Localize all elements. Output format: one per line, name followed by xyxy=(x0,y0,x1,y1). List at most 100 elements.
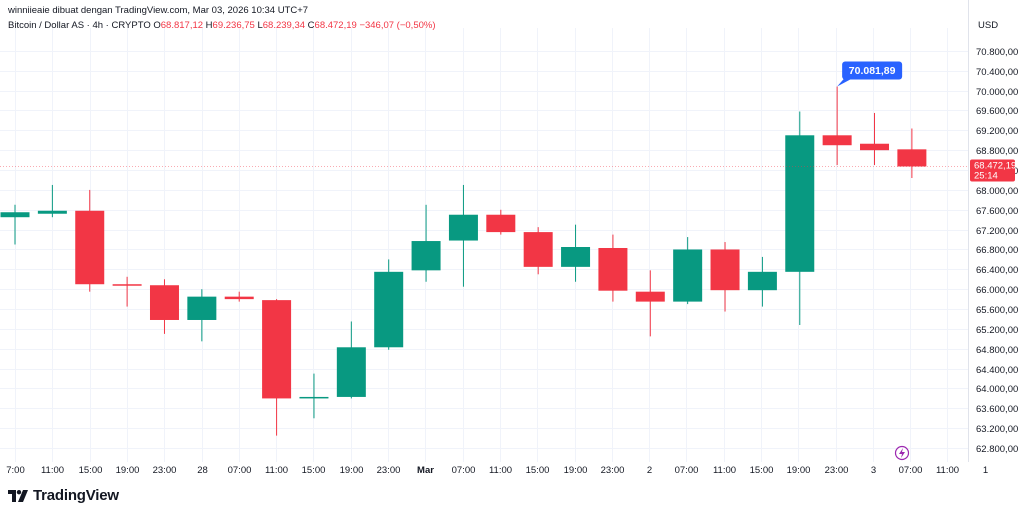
time-tick-label: 11:00 xyxy=(713,465,736,476)
time-tick-label: 23:00 xyxy=(825,465,849,476)
tradingview-brand[interactable]: TradingView xyxy=(8,487,119,504)
price-tick-label: 66.000,00 xyxy=(976,285,1018,296)
time-tick-label: 07:00 xyxy=(228,465,252,476)
time-tick-label: 11:00 xyxy=(265,465,288,476)
low-value: 68.239,34 xyxy=(262,20,306,31)
price-tick-label: 70.400,00 xyxy=(976,67,1018,78)
brand-name: TradingView xyxy=(33,487,119,504)
candle-body xyxy=(75,210,105,285)
callout-box xyxy=(842,61,903,80)
open-value: 68.817,12 xyxy=(160,20,204,31)
candle-body xyxy=(262,300,292,399)
tradingview-logo-icon xyxy=(8,489,28,502)
time-tick-label: 19:00 xyxy=(340,465,364,476)
time-tick-label: 19:00 xyxy=(564,465,588,476)
candle-body xyxy=(523,232,553,267)
price-tick-label: 65.200,00 xyxy=(976,325,1018,336)
current-price-label: 68.472,19 xyxy=(974,160,1016,171)
price-tick-label: 64.800,00 xyxy=(976,345,1018,356)
price-tick-label: 69.600,00 xyxy=(976,106,1018,117)
price-tick-label: 66.800,00 xyxy=(976,245,1018,256)
close-value: 68.472,19 xyxy=(314,20,357,31)
grid-lines xyxy=(0,28,968,462)
close-label: C xyxy=(307,20,315,31)
price-axis: 62.800,00 63.200,00 63.600,00 64.000,00 64.4… xyxy=(968,0,1018,462)
price-badge-bg xyxy=(970,159,1015,182)
lightning-icon[interactable] xyxy=(894,445,910,461)
currency-label[interactable]: USD xyxy=(978,20,999,31)
candle-body xyxy=(299,396,329,399)
time-tick-label: 15:00 xyxy=(302,465,326,476)
price-tick-label: 66.400,00 xyxy=(976,265,1018,276)
candle-body xyxy=(860,143,890,151)
candle-body xyxy=(897,149,927,167)
candle-body xyxy=(224,296,254,300)
price-tick-label: 68.000,00 xyxy=(976,186,1018,197)
time-tick-label: 2 xyxy=(647,465,652,476)
candles xyxy=(0,86,927,436)
bar-countdown-label: 25:14 xyxy=(974,170,998,181)
candle-body xyxy=(149,285,179,320)
change-value: −346,07 (−0,50%) xyxy=(359,20,436,31)
candle-body xyxy=(112,284,142,286)
candle-body xyxy=(635,291,665,302)
ohlc-legend: Bitcoin / Dollar AS · 4h · CRYPTO O68.81… xyxy=(8,20,436,31)
callout-pointer xyxy=(837,78,853,87)
symbol-label[interactable]: Bitcoin / Dollar AS · 4h · CRYPTO xyxy=(8,20,151,31)
candle-body xyxy=(486,214,516,233)
callout-label: 70.081,89 xyxy=(849,65,896,77)
time-tick-label: 28 xyxy=(197,465,208,476)
candle-body xyxy=(673,249,703,302)
price-tick-label: 70.000,00 xyxy=(976,87,1018,98)
high-price-callout: 70.081,89 xyxy=(837,61,903,87)
price-tick-label: 68.800,00 xyxy=(976,146,1018,157)
price-tick-label: 67.200,00 xyxy=(976,226,1018,237)
time-tick-label: 07:00 xyxy=(675,465,699,476)
open-label: O xyxy=(153,20,161,31)
price-tick-label: 67.600,00 xyxy=(976,206,1018,217)
time-tick-label: 11:00 xyxy=(489,465,512,476)
time-tick-label: 19:00 xyxy=(116,465,140,476)
price-tick-label: 63.200,00 xyxy=(976,424,1018,435)
time-tick-label: 23:00 xyxy=(377,465,401,476)
price-tick-label: 69.200,00 xyxy=(976,126,1018,137)
price-tick-label: 62.800,00 xyxy=(976,444,1018,455)
high-value: 69.236,75 xyxy=(212,20,255,31)
price-tick-label: 65.600,00 xyxy=(976,305,1018,316)
time-tick-label: 7:00 xyxy=(6,465,25,476)
candle-body xyxy=(411,241,441,271)
candle-body xyxy=(561,247,591,267)
time-tick-label: 23:00 xyxy=(153,465,177,476)
time-tick-label: 15:00 xyxy=(750,465,774,476)
time-tick-label: 11:00 xyxy=(936,465,959,476)
time-tick-label: Mar xyxy=(417,465,434,476)
high-label: H xyxy=(205,20,213,31)
candle-body xyxy=(822,135,852,146)
candle-body xyxy=(336,347,366,397)
time-tick-label: 23:00 xyxy=(601,465,625,476)
price-tick-label: 70.800,00 xyxy=(976,47,1018,58)
time-tick-label: 15:00 xyxy=(526,465,550,476)
price-tick-label: 64.400,00 xyxy=(976,365,1018,376)
time-tick-label: 19:00 xyxy=(787,465,811,476)
candle-body xyxy=(374,271,404,348)
candle-body xyxy=(187,296,217,320)
candle-body xyxy=(448,214,478,241)
price-tick-label: 63.600,00 xyxy=(976,404,1018,415)
candle-body xyxy=(0,212,30,218)
lightning-icon-bolt xyxy=(899,448,905,458)
candle-body xyxy=(37,210,67,214)
time-axis: 7:00 11:00 15:00 19:00 23:00 28 07:00 11:00 15:0… xyxy=(6,465,988,476)
time-tick-label: 15:00 xyxy=(79,465,103,476)
chart-attribution: winniieaie dibuat dengan TradingView.com… xyxy=(8,5,309,16)
candle-body xyxy=(598,247,628,291)
candle-body xyxy=(710,249,740,291)
price-tick-label: 64.000,00 xyxy=(976,384,1018,395)
time-tick-label: 07:00 xyxy=(452,465,476,476)
candle-body xyxy=(747,271,777,291)
time-tick-label: 07:00 xyxy=(899,465,923,476)
candle-body xyxy=(785,135,815,272)
